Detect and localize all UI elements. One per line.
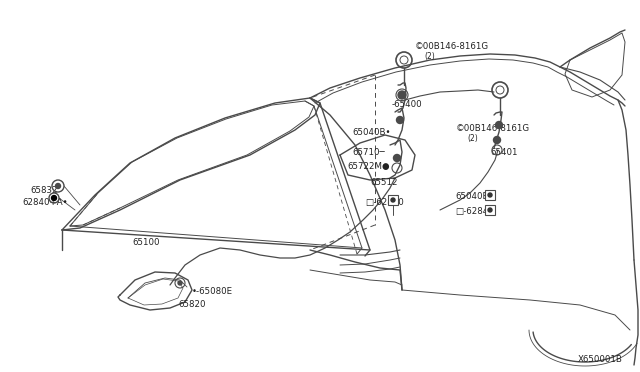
Text: □-62840: □-62840	[365, 198, 404, 207]
Bar	[485, 190, 495, 200]
Text: X650001B: X650001B	[578, 355, 623, 364]
Circle shape	[488, 208, 492, 212]
Circle shape	[397, 116, 403, 124]
Text: □-62840: □-62840	[455, 207, 493, 216]
Text: ©00B146-8161G: ©00B146-8161G	[456, 124, 530, 133]
Text: 65040B•: 65040B•	[352, 128, 390, 137]
Circle shape	[398, 91, 406, 99]
Circle shape	[391, 198, 395, 202]
Text: 65401: 65401	[490, 148, 518, 157]
Bar	[388, 195, 398, 205]
Circle shape	[493, 137, 500, 144]
Circle shape	[51, 196, 56, 201]
Text: -65400: -65400	[392, 100, 422, 109]
Text: 65512: 65512	[370, 178, 397, 187]
Circle shape	[178, 281, 182, 285]
Text: 62840+A•: 62840+A•	[22, 198, 68, 207]
Circle shape	[495, 122, 502, 128]
Text: ©00B146-8161G: ©00B146-8161G	[415, 42, 489, 51]
Circle shape	[488, 193, 492, 197]
Text: 65100: 65100	[132, 238, 159, 247]
Text: (2): (2)	[467, 134, 477, 143]
Text: 65820: 65820	[178, 300, 205, 309]
Circle shape	[56, 183, 61, 189]
Text: (2): (2)	[424, 52, 435, 61]
Bar	[485, 205, 495, 215]
Text: 65710─: 65710─	[352, 148, 385, 157]
Text: 65722M●: 65722M●	[347, 162, 390, 171]
Text: 65832: 65832	[30, 186, 58, 195]
Circle shape	[394, 154, 401, 161]
Text: •-65080E: •-65080E	[192, 287, 233, 296]
Text: 65040B•: 65040B•	[455, 192, 493, 201]
